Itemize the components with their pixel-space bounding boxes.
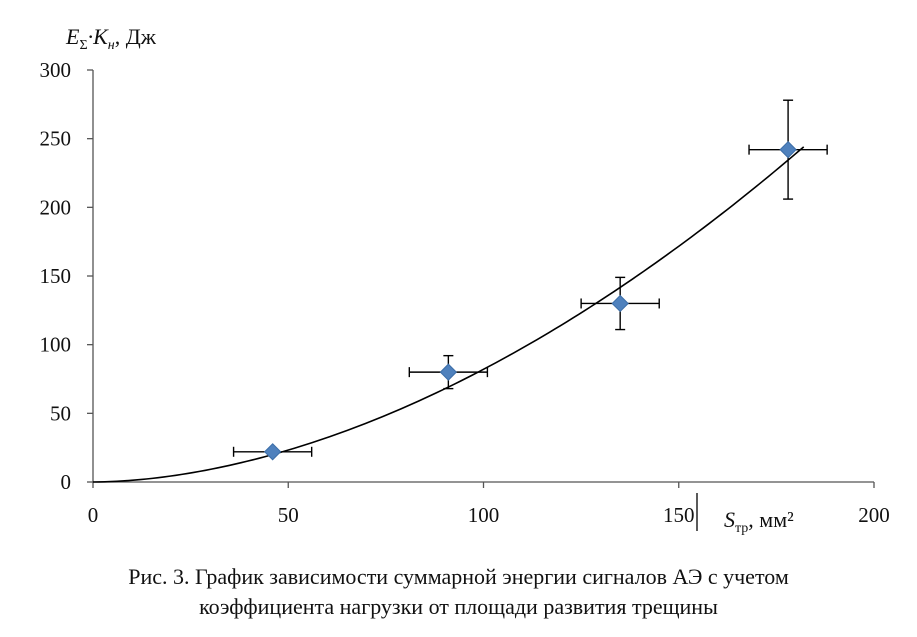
data-point-marker: [439, 363, 458, 381]
y-tick-label: 0: [61, 470, 72, 494]
y-tick-label: 100: [40, 333, 72, 357]
y-axis-ticks: 0 50 100 150 200 250 300: [40, 58, 93, 494]
ylabel-unit: , Дж: [115, 24, 157, 49]
ylabel-sub1: Σ: [79, 38, 87, 53]
chart: 0 50 100 150 200 250 300 0 50 100 150 200 EΣ·Kн, Д…: [40, 24, 890, 536]
data-point-marker: [779, 140, 797, 159]
y-tick-label: 200: [40, 195, 72, 219]
y-axis-title: EΣ·Kн, Дж: [65, 24, 157, 53]
data-markers: [263, 140, 797, 461]
y-tick-label: 300: [40, 58, 72, 82]
error-bars: [232, 99, 828, 457]
x-axis-ticks: 0 50 100 150 200: [88, 482, 890, 527]
y-tick-label: 150: [40, 264, 72, 288]
xlabel-unit: , мм²: [748, 507, 794, 532]
data-point-marker: [611, 294, 629, 313]
caption-line-1: Рис. 3. График зависимости суммарной эне…: [128, 564, 789, 589]
figure-caption: Рис. 3. График зависимости суммарной эне…: [0, 562, 917, 622]
ylabel-main: E: [65, 24, 80, 49]
trendline: [92, 146, 805, 483]
y-tick-label: 50: [50, 401, 71, 425]
ylabel-sub2: н: [108, 38, 115, 53]
x-axis-title: Sтр, мм²: [724, 507, 794, 536]
x-tick-label: 200: [858, 503, 890, 527]
ylabel-mid: ·K: [88, 24, 110, 49]
x-tick-label: 100: [468, 503, 500, 527]
xlabel-main: S: [724, 507, 735, 532]
x-tick-label: 150: [663, 503, 695, 527]
xlabel-sub: тр: [735, 521, 748, 536]
x-tick-label: 50: [278, 503, 299, 527]
y-tick-label: 250: [40, 127, 72, 151]
x-tick-label: 0: [88, 503, 99, 527]
data-point-marker: [263, 443, 282, 461]
caption-line-2: коэффициента нагрузки от площади развити…: [199, 594, 718, 619]
